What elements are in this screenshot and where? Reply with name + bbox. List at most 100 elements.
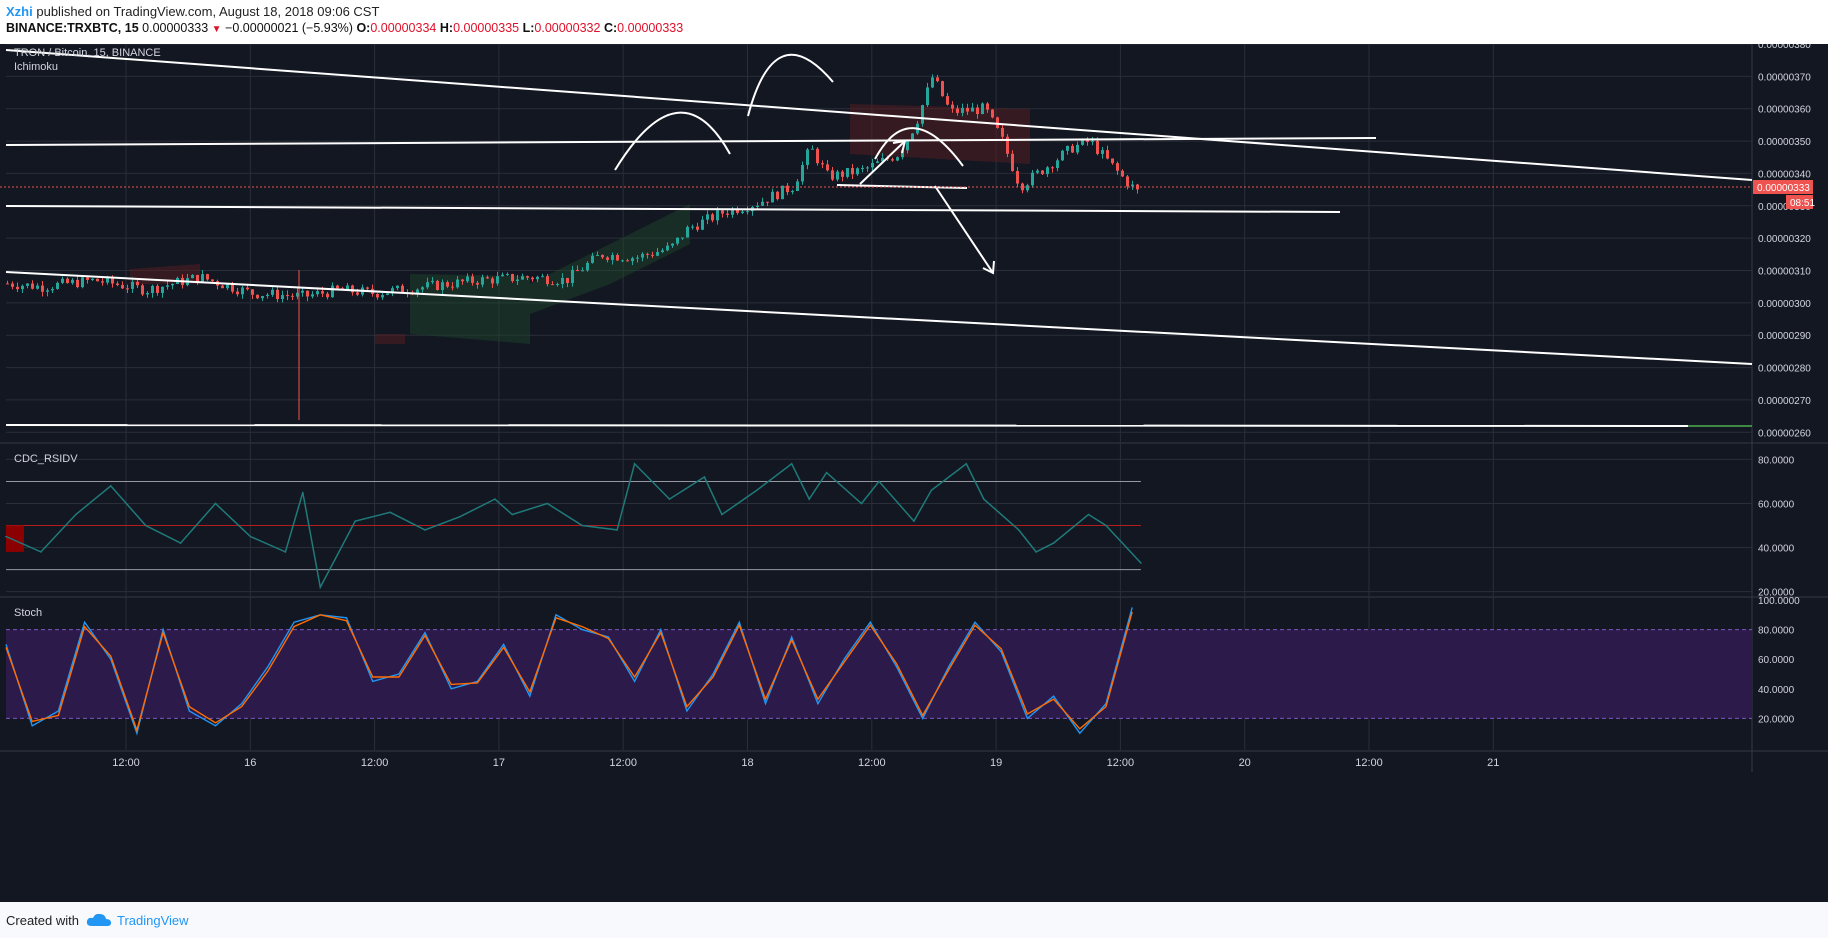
indicator-ichimoku-label[interactable]: Ichimoku	[14, 61, 58, 73]
candle-body	[986, 103, 989, 110]
rsi-point	[860, 502, 863, 505]
candle-body	[596, 254, 599, 256]
chart-area[interactable]: 12:00 16 12:00 17 12:00 18 12:00 19 12:00 20 12:00…	[0, 40, 1828, 902]
rsi-point	[5, 535, 7, 538]
lower-trendline[interactable]	[5, 271, 1753, 365]
candle-body	[256, 294, 259, 299]
candle-body	[466, 276, 469, 282]
trend-drawings[interactable]	[5, 49, 1753, 427]
candle-body	[636, 257, 639, 259]
neckline-resistance[interactable]	[5, 137, 1377, 146]
candle-body	[511, 274, 514, 282]
price-axis-label: 0.00000280	[1758, 364, 1811, 375]
open-label: O:	[356, 21, 371, 35]
stoch-pane	[5, 607, 1752, 736]
candle-body	[486, 277, 489, 279]
candle-body	[671, 243, 674, 246]
candle-body	[821, 163, 824, 165]
candle-body	[111, 277, 114, 284]
rsi-point	[808, 498, 810, 500]
candle-body	[236, 291, 239, 295]
candle-body	[881, 157, 884, 162]
price-axis-label: 0.00000380	[1758, 44, 1811, 51]
candle-body	[451, 286, 454, 288]
stoch-title[interactable]: Stoch	[14, 607, 42, 619]
candle-body	[651, 254, 654, 256]
candle-body	[291, 295, 294, 297]
axes: 12:00 16 12:00 17 12:00 18 12:00 19 12:00 20 12:00…	[112, 40, 1811, 769]
tradingview-brand-link[interactable]: TradingView	[117, 913, 189, 928]
candle-body	[641, 253, 644, 258]
high-label: H:	[439, 21, 454, 35]
candle-body	[436, 280, 439, 291]
up-arrow-line[interactable]	[859, 140, 906, 185]
candle-body	[526, 276, 529, 278]
candle-body	[126, 288, 129, 290]
candle-body	[1086, 139, 1089, 142]
candle-body	[601, 254, 604, 258]
candle-body	[786, 185, 789, 193]
rsi-point	[755, 489, 758, 492]
candle-body	[1006, 136, 1009, 154]
candle-body	[836, 171, 839, 180]
rsi-point	[703, 476, 706, 478]
candle-body	[1061, 150, 1064, 161]
candle-body	[266, 294, 269, 297]
candle-body	[326, 293, 329, 298]
candle-body	[71, 279, 74, 284]
right-shoulder-arc[interactable]	[874, 127, 964, 167]
candle-body	[971, 107, 974, 112]
candle-body	[461, 279, 464, 282]
countdown-tag	[1786, 195, 1813, 209]
bottom-line[interactable]	[5, 424, 1689, 427]
candle-body	[771, 191, 774, 203]
candle-body	[686, 226, 689, 238]
candle-body	[506, 274, 509, 276]
candle-body	[571, 269, 574, 284]
candle-body	[311, 294, 314, 297]
stoch-axis-label: 20.0000	[1758, 714, 1795, 725]
price-series	[6, 74, 1139, 420]
candle-body	[36, 285, 39, 289]
chart-title: TRON / Bitcoin, 15, BINANCE	[14, 47, 161, 59]
footer-bar: Created with TradingView	[0, 902, 1828, 938]
candle-body	[551, 284, 554, 286]
candle-body	[146, 293, 149, 295]
candle-body	[231, 284, 234, 292]
candle-body	[1036, 170, 1039, 173]
rsi-point	[511, 513, 514, 516]
rsi-point	[109, 485, 112, 487]
candle-body	[581, 270, 584, 272]
candle-body	[926, 87, 929, 106]
candle-body	[1106, 150, 1109, 159]
rsi-point	[494, 498, 496, 500]
candle-body	[731, 208, 734, 215]
candle-body	[776, 191, 779, 200]
candle-body	[546, 276, 549, 285]
candle-body	[191, 274, 194, 279]
chart-canvas[interactable]: 12:00 16 12:00 17 12:00 18 12:00 19 12:00 20 12:00…	[0, 40, 1828, 902]
down-arrow-line[interactable]	[934, 185, 994, 274]
price-change: −0.00000021 (−5.93%)	[225, 21, 353, 35]
price-axis-label: 0.00000310	[1758, 267, 1811, 278]
support-line[interactable]	[5, 205, 1341, 213]
candle-body	[666, 245, 669, 251]
time-axis-label: 20	[1239, 757, 1251, 769]
left-shoulder-arc[interactable]	[614, 111, 731, 171]
candle-body	[996, 117, 999, 129]
price-axis-label: 0.00000260	[1758, 428, 1811, 439]
stoch-d-line	[5, 611, 1133, 733]
candle-body	[901, 150, 904, 158]
rsi-title[interactable]: CDC_RSIDV	[14, 453, 78, 465]
upper-trendline[interactable]	[5, 49, 1753, 181]
candle-body	[286, 295, 289, 297]
down-arrow-icon: ▼	[211, 24, 222, 35]
candle-body	[936, 77, 939, 82]
candle-body	[66, 278, 69, 284]
candle-body	[11, 283, 14, 287]
head-arc[interactable]	[747, 53, 834, 117]
candle-body	[631, 258, 634, 262]
author-link[interactable]: Xzhi	[6, 4, 33, 19]
published-text: published on TradingView.com, August 18,…	[36, 4, 380, 19]
candle-body	[826, 164, 829, 171]
